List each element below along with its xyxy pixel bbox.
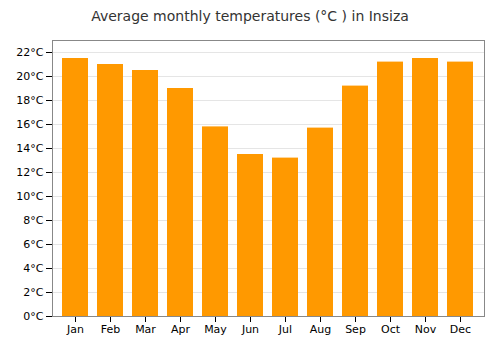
svg-text:Sep: Sep: [345, 323, 366, 336]
svg-text:Apr: Apr: [171, 323, 191, 336]
svg-text:2°C: 2°C: [23, 286, 43, 299]
svg-text:Jun: Jun: [241, 323, 259, 336]
svg-text:16°C: 16°C: [16, 118, 43, 131]
svg-text:20°C: 20°C: [16, 70, 43, 83]
svg-text:Mar: Mar: [135, 323, 156, 336]
svg-text:Feb: Feb: [101, 323, 120, 336]
svg-text:Aug: Aug: [310, 323, 331, 336]
svg-text:10°C: 10°C: [16, 190, 43, 203]
html-text:Average monthly temperatures (: Average monthly temperatures (°C ) in In…: [91, 8, 409, 24]
svg-text:12°C: 12°C: [16, 166, 43, 179]
svg-text:Dec: Dec: [450, 323, 471, 336]
svg-text:Nov: Nov: [415, 323, 437, 336]
svg-text:0°C: 0°C: [23, 310, 43, 323]
svg-text:18°C: 18°C: [16, 94, 43, 107]
svg-text:22°C: 22°C: [16, 46, 43, 59]
svg-text:14°C: 14°C: [16, 142, 43, 155]
svg-text:May: May: [204, 323, 227, 336]
svg-text:4°C: 4°C: [23, 262, 43, 275]
svg-text:Oct: Oct: [381, 323, 401, 336]
svg-text:Jul: Jul: [278, 323, 292, 336]
svg-text:Jan: Jan: [66, 323, 84, 336]
svg-text:8°C: 8°C: [23, 214, 43, 227]
svg-text:6°C: 6°C: [23, 238, 43, 251]
